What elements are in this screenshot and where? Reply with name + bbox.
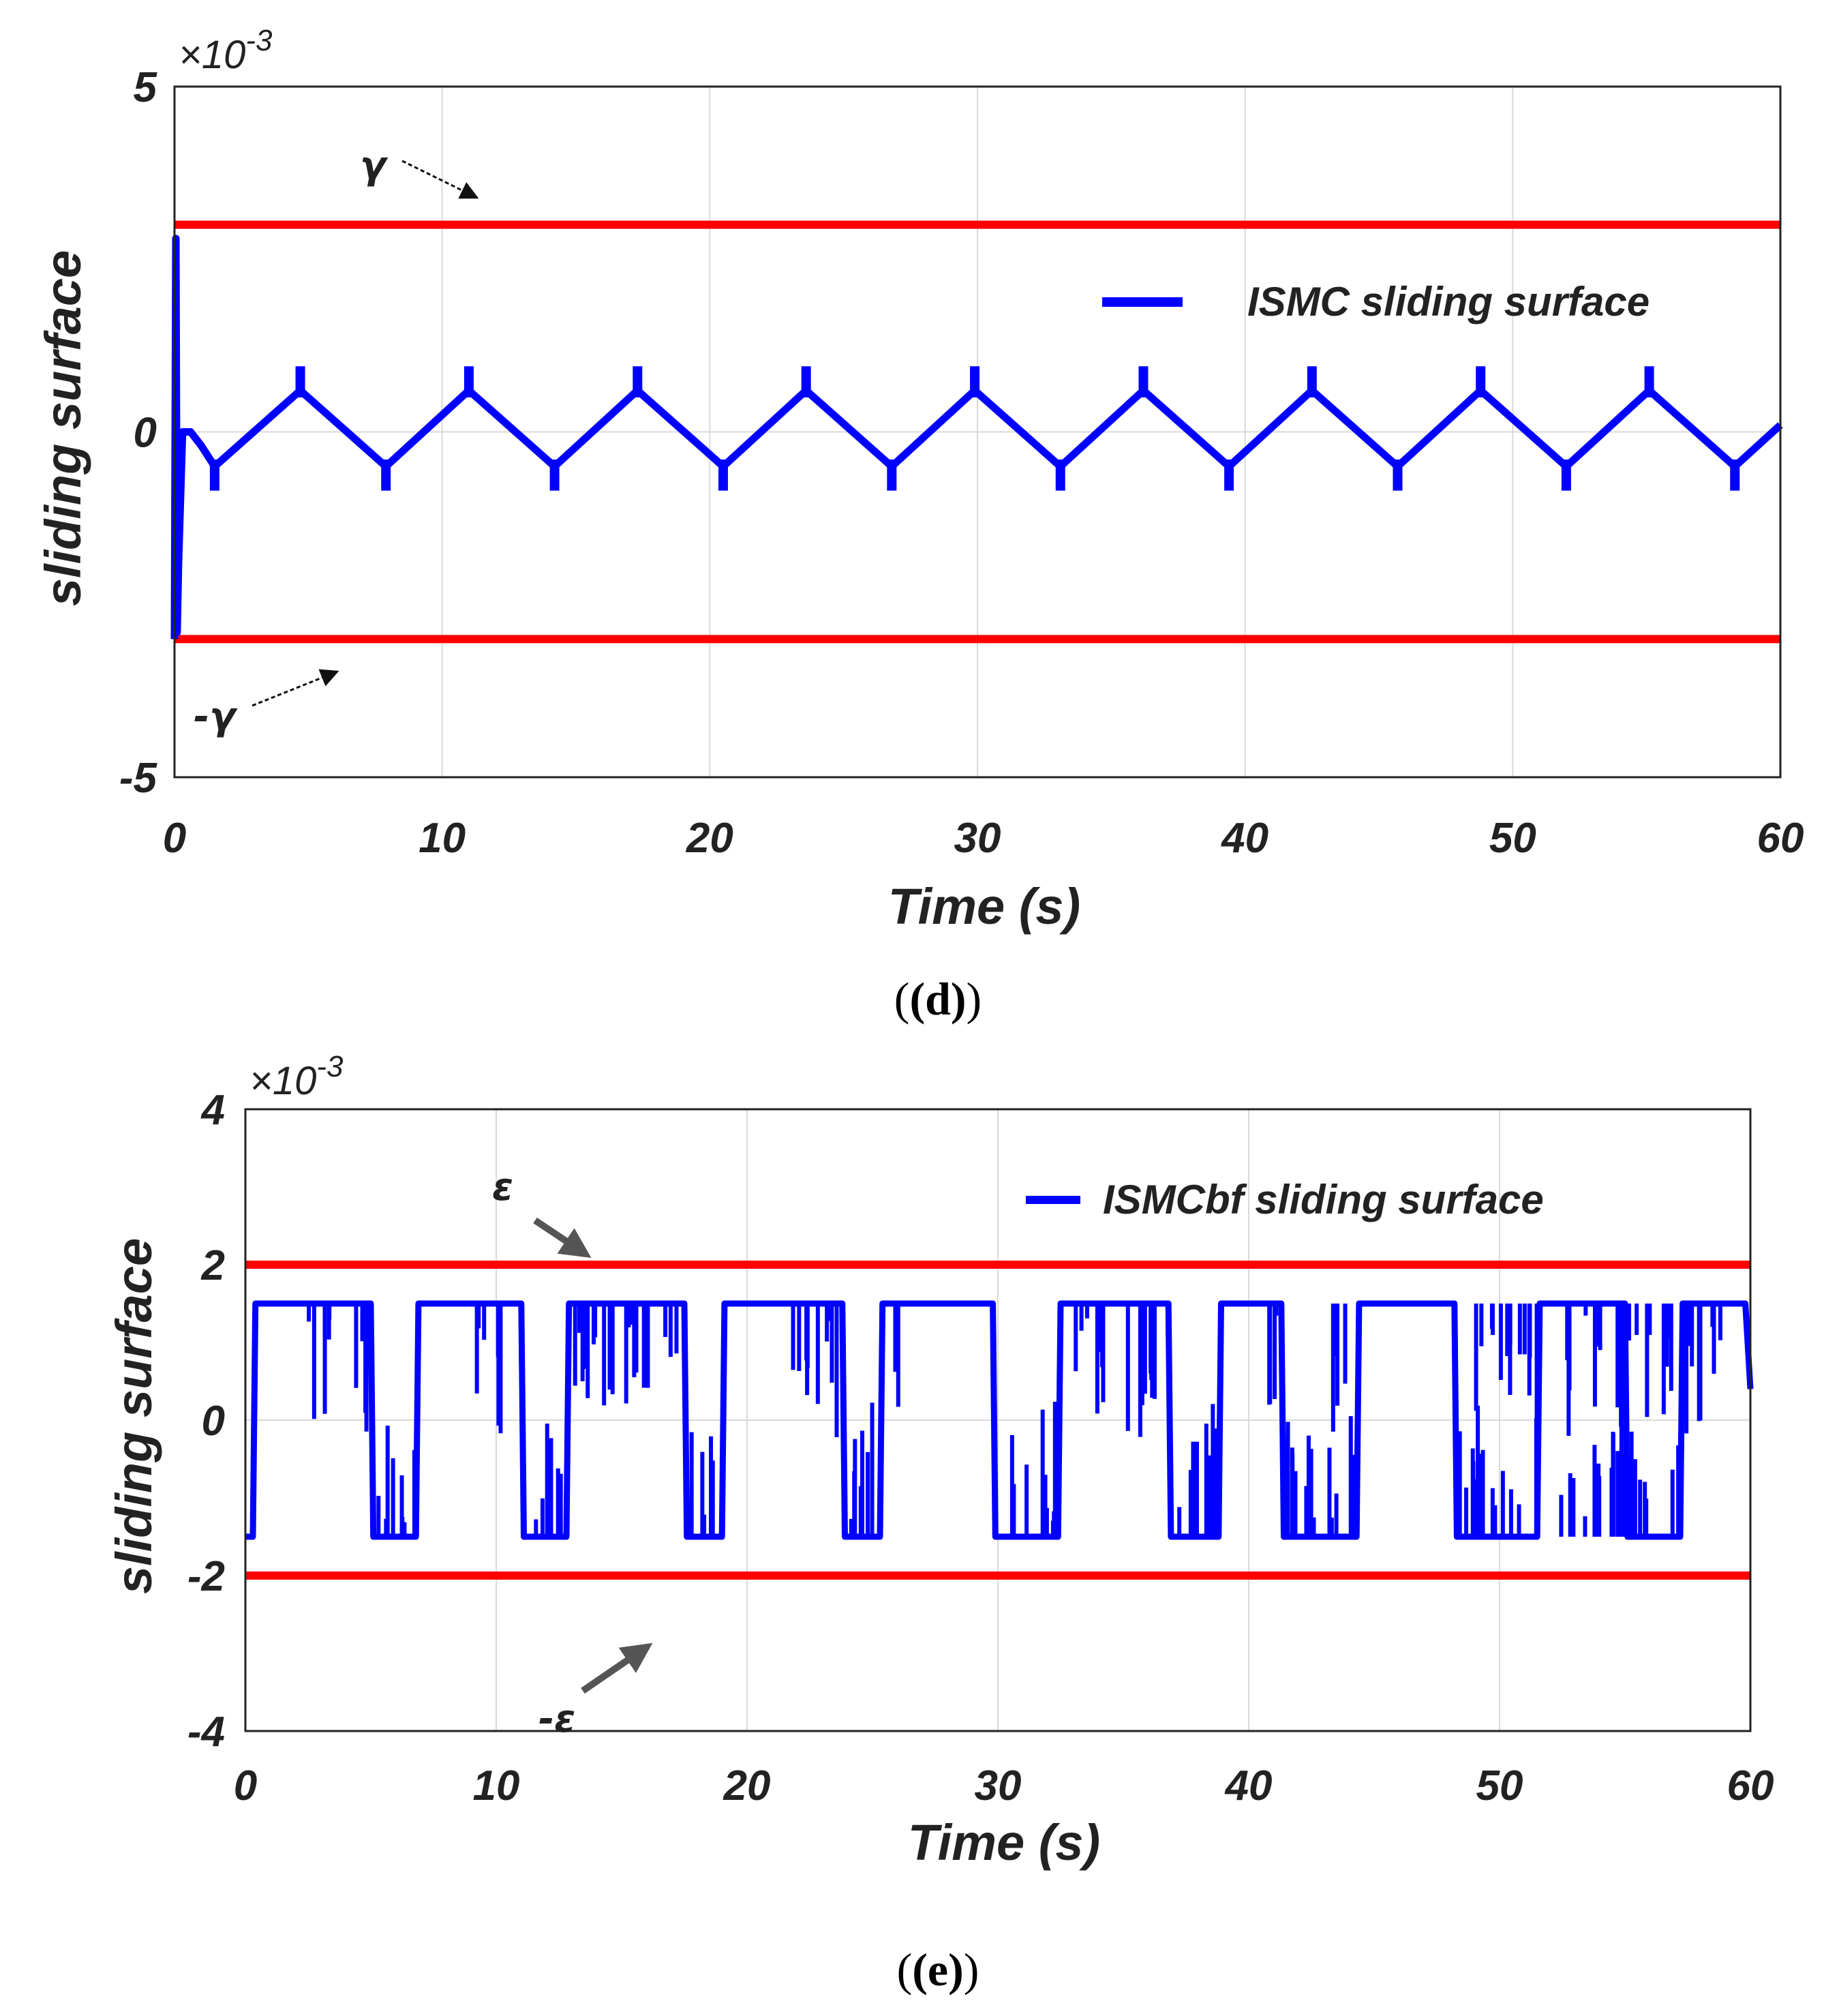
e-x-tick-40: 40 [1224, 1762, 1273, 1809]
e-plot-frame [244, 1108, 1752, 1732]
e-legend-label: ISMCbf sliding surface [1103, 1177, 1544, 1222]
d-y-multiplier: ×10-3 [179, 24, 273, 77]
e-neg-epsilon-arrow [581, 1642, 653, 1694]
e-y-tick--2: -2 [187, 1553, 225, 1600]
d-ylabel: sliding surface [35, 250, 91, 606]
d-plot-frame [173, 85, 1782, 779]
e-y-tick-2: 2 [201, 1242, 225, 1289]
d-x-tick-10: 10 [419, 815, 466, 862]
d-x-tick-30: 30 [954, 815, 1001, 862]
d-x-tick-40: 40 [1220, 815, 1268, 862]
d-x-tick-0: 0 [163, 815, 186, 862]
e-x-tick-labels: 0 10 20 30 40 50 60 [234, 1762, 1774, 1809]
e-series [245, 1300, 1754, 1540]
e-y-tick--4: -4 [187, 1709, 225, 1756]
d-annotation-neg-gamma: -γ [194, 669, 339, 739]
e-y-multiplier: ×10-3 [249, 1050, 344, 1103]
d-x-tick-50: 50 [1489, 815, 1536, 862]
d-legend-label: ISMC sliding surface [1247, 279, 1650, 325]
e-epsilon-label: ε [492, 1165, 513, 1209]
chart-d: 0 10 20 30 40 50 60 50-5 ×10-3 Time (s) slidin… [35, 24, 1804, 1025]
d-gamma-label: γ [360, 144, 389, 188]
d-y-tick--5: -5 [119, 755, 158, 802]
e-neg-epsilon-label: -ε [538, 1697, 575, 1741]
e-x-tick-0: 0 [234, 1762, 257, 1809]
d-x-tick-60: 60 [1757, 815, 1804, 862]
d-bounds [174, 220, 1780, 644]
e-panel-label: ((e)) [897, 1944, 979, 1996]
e-x-tick-50: 50 [1476, 1762, 1523, 1809]
d-panel-label: ((d)) [894, 973, 982, 1025]
e-y-tick-0: 0 [202, 1398, 225, 1445]
d-gamma-arrow [401, 160, 479, 199]
d-annotation-gamma: γ [360, 144, 479, 199]
e-annotation-neg-epsilon: -ε [538, 1642, 653, 1741]
d-neg-gamma-arrow [252, 669, 339, 707]
d-xlabel: Time (s) [888, 878, 1080, 935]
e-x-tick-10: 10 [473, 1762, 520, 1809]
d-y-tick-0: 0 [134, 410, 157, 457]
d-y-tick-labels: 5 0 -5 [119, 64, 158, 802]
e-x-tick-60: 60 [1727, 1762, 1774, 1809]
e-y-tick-labels: 4 2 0 -2 -4 [187, 1087, 225, 1756]
d-x-tick-20: 20 [686, 815, 733, 862]
e-annotation-epsilon: ε [492, 1165, 592, 1258]
d-y-tick-5: 5 [134, 64, 158, 111]
e-legend: ISMCbf sliding surface [1026, 1177, 1544, 1222]
d-legend: ISMC sliding surface [1102, 279, 1650, 325]
e-x-tick-30: 30 [975, 1762, 1022, 1809]
e-epsilon-arrow [533, 1217, 592, 1258]
e-y-tick-4: 4 [200, 1087, 225, 1134]
d-series [170, 235, 1783, 640]
e-x-tick-20: 20 [723, 1762, 771, 1809]
e-ylabel: sliding surface [106, 1238, 162, 1594]
d-neg-gamma-label: -γ [194, 695, 238, 739]
chart-e: 0 10 20 30 40 50 60 420-2-4 ×10-3 Time (s) sli… [106, 1050, 1774, 1996]
e-bounds [245, 1261, 1750, 1580]
d-x-tick-labels: 0 10 20 30 40 50 60 [163, 815, 1804, 862]
e-xlabel: Time (s) [908, 1814, 1100, 1871]
d-grid [174, 87, 1780, 777]
